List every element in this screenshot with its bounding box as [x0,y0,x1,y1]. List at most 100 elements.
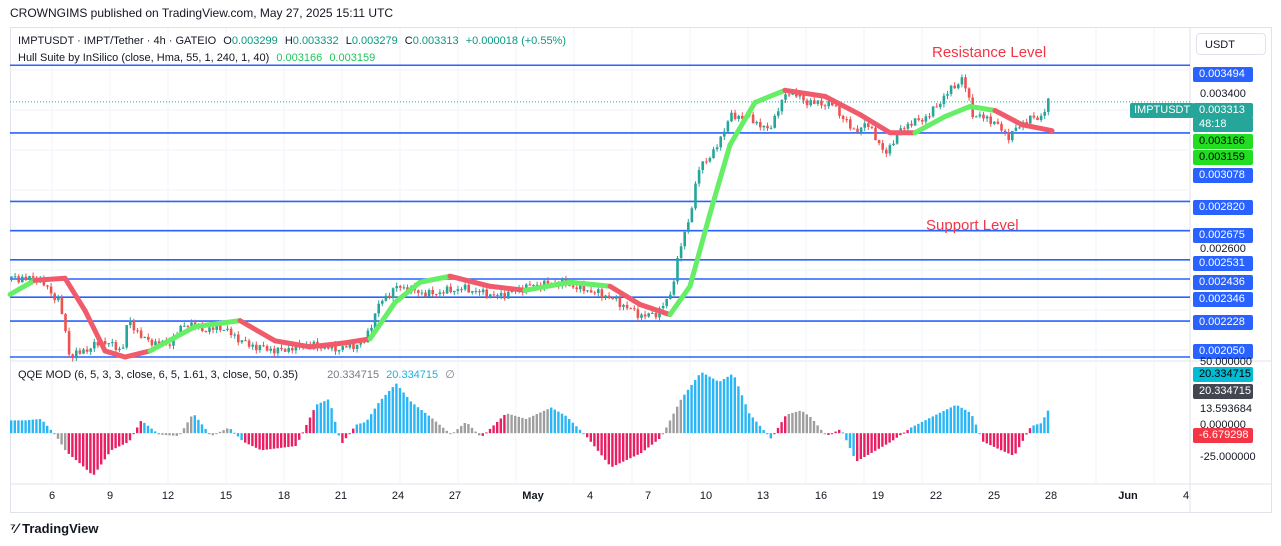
candle-body [373,313,377,328]
candle-body [204,331,208,333]
qqe-tag-1: 20.334715 [1193,367,1253,382]
candle-body [910,123,913,126]
qqe-bar [881,433,884,447]
qqe-bar [643,433,646,451]
qqe-bar [10,420,13,434]
candle-body [424,292,427,297]
candle-body [1007,132,1010,141]
candle-body [179,325,182,335]
hull-segment [912,114,948,136]
qqe-bar [197,419,200,434]
candle-body [741,115,744,119]
qqe-bar [445,430,448,434]
qqe-bar [884,433,888,445]
countdown-tag: 48:18 [1193,117,1253,132]
qqe-bar [517,416,520,434]
qqe-bar [550,407,553,434]
candle-body [64,314,67,332]
hull-segment [782,87,828,99]
qqe-bar [74,433,78,461]
hull-tag-2: 0.003159 [1193,150,1253,165]
candle-body [291,348,294,351]
high-label: H [284,35,293,47]
hull-segment [707,142,733,217]
candle-body [787,94,791,96]
qqe-bar [766,433,769,435]
candle-body [942,95,946,105]
qqe-bar [798,410,801,434]
indicator-value-1: 0.003166 [276,52,323,64]
qqe-bar [1007,433,1010,454]
qqe-bar [564,415,567,434]
qqe-bar [424,412,427,434]
candle-body [784,94,787,100]
candle-body [903,128,906,130]
candle-body [226,328,229,330]
qqe-bar [1028,428,1032,434]
qqe-bar [348,433,351,435]
qqe-name[interactable]: QQE MOD (6, 5, 3, 3, close, 6, 5, 1.61, … [18,369,299,381]
indicator-legend: Hull Suite by InSilico (close, Hma, 55, … [18,52,379,64]
qqe-bar [719,381,722,434]
level-tag-s5: 0.002436 [1193,275,1253,290]
qqe-bar [211,433,214,436]
qqe-bar [85,433,88,470]
qqe-bar [208,433,211,435]
candle-body [273,348,276,354]
horizontal-levels [10,64,1190,358]
candle-body [813,100,816,104]
time-tick-label: 6 [48,490,56,502]
last-price-tag: 0.003313 [1193,103,1253,118]
candle-body [370,327,373,331]
time-tick-label: 10 [699,490,713,502]
qqe-bar [420,410,423,434]
candle-body [366,330,370,343]
currency-selector[interactable]: USDT [1196,33,1266,55]
qqe-bar [528,417,531,434]
symbol-price-tag: IMPTUSDT [1130,103,1195,118]
candle-body [352,343,355,350]
qqe-bar [319,402,322,434]
candle-body [949,85,953,94]
qqe-bar [175,433,178,436]
indicator-name[interactable]: Hull Suite by InSilico (close, Hma, 55, … [18,52,270,64]
hull-segment [822,93,863,118]
qqe-bar [370,414,373,434]
qqe-bar [301,432,304,434]
candle-body [481,289,485,293]
qqe-bar [931,416,934,434]
candle-body [287,348,290,352]
symbol-name[interactable]: IMPTUSDT · IMPT/Tether · 4h · GATEIO [18,35,217,47]
qqe-bar [28,420,31,434]
time-tick-label: 19 [871,490,885,502]
qqe-bar [38,419,42,434]
qqe-bar [200,424,204,434]
qqe-bar [362,422,366,434]
qqe-bar [820,429,823,434]
qqe-bar [190,416,193,434]
candle-body [208,327,211,332]
qqe-bar [848,433,852,449]
qqe-bar [42,421,45,434]
candle-body [773,115,776,128]
hull-segment [367,299,398,342]
qqe-bar [1014,433,1017,454]
qqe-bar [146,425,150,434]
qqe-bar [395,383,398,434]
candle-body [582,283,586,292]
qqe-bar [614,433,618,466]
qqe-bar [841,432,844,434]
candle-body [726,121,730,132]
level-tag-s1: 0.003078 [1193,168,1253,183]
candle-body [399,286,402,288]
qqe-bar [92,433,96,475]
time-tick-label: Jun [1118,490,1138,502]
qqe-bar [380,398,384,434]
qqe-bar [452,432,456,434]
candle-body [49,286,53,294]
qqe-bar [359,423,362,434]
candle-body [85,349,89,352]
tradingview-logo[interactable]: ⁷⁄ TradingView [10,520,98,536]
candle-body [946,93,949,96]
